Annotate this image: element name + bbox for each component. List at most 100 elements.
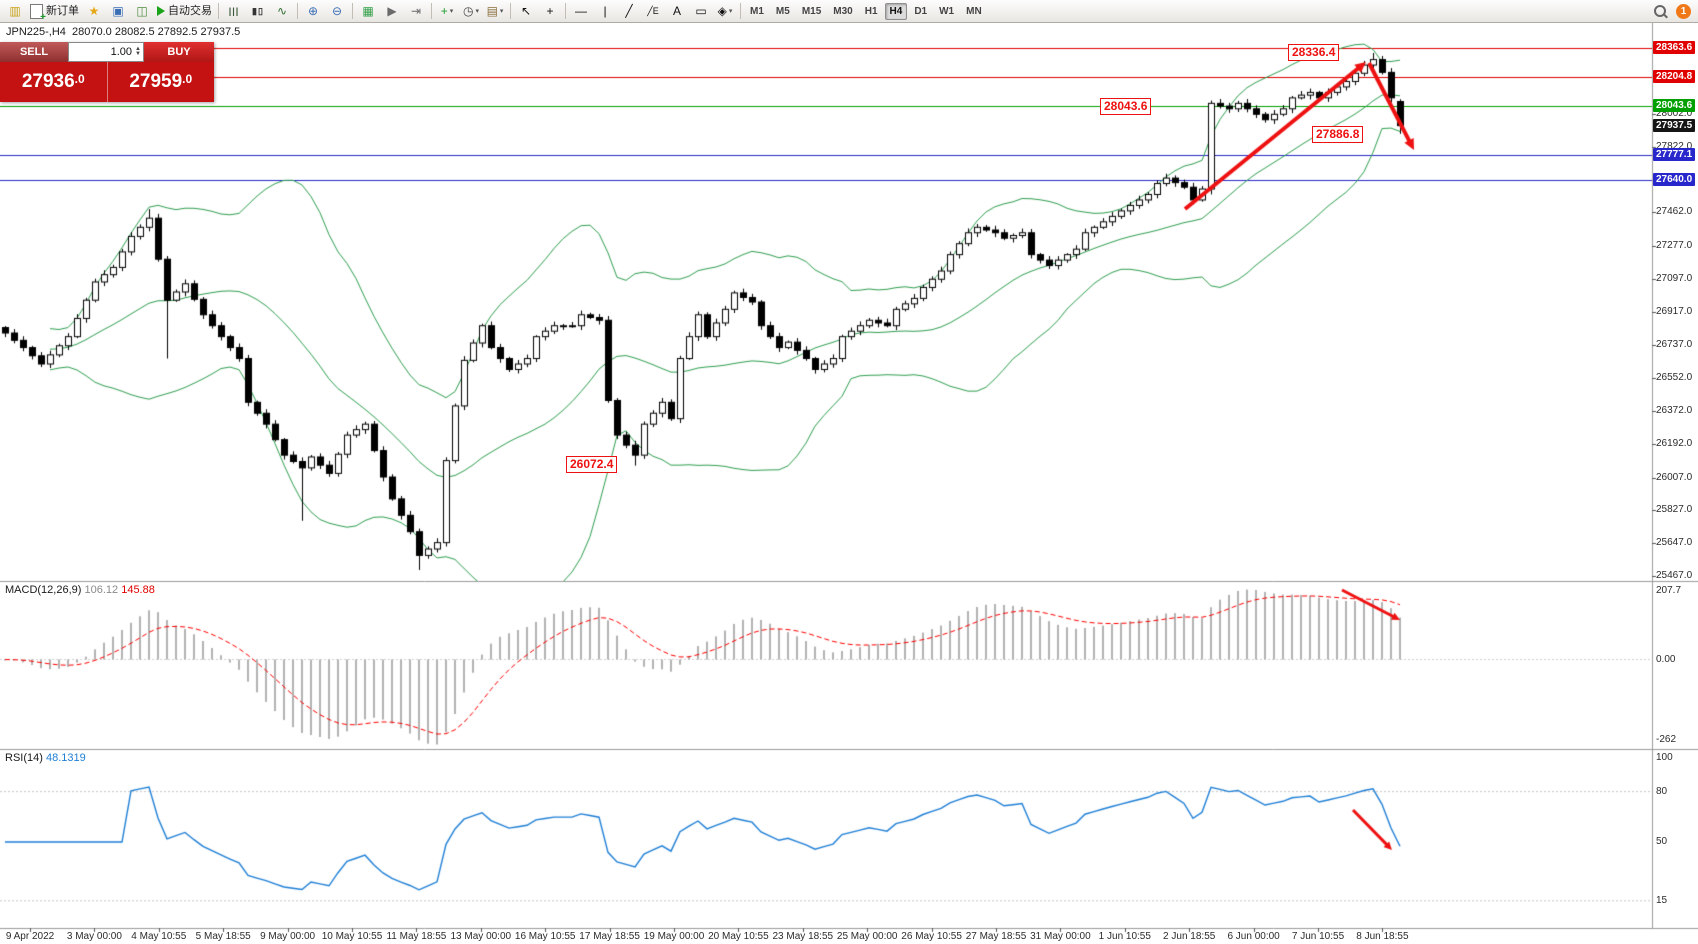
sell-price[interactable]: 27936 .0 <box>0 62 108 102</box>
auto-scroll-icon-glyph: ▶ <box>387 4 397 18</box>
crosshair-icon-glyph: + <box>546 4 554 18</box>
line-chart-icon-glyph: ∿ <box>276 4 288 18</box>
timeframe-button-h1[interactable]: H1 <box>864 5 878 17</box>
equidistant-channel-icon-glyph: ╱E <box>647 5 659 16</box>
market-watch-icon-glyph: ▣ <box>112 4 124 18</box>
dropdown-arrow-icon: ▾ <box>499 7 504 15</box>
main-toolbar: ▥新订单★▣◫自动交易|||▮▯∿⊕⊖▦▶⇥+▾◷▾▤▾↖+—|╱╱EA▭◈▾M… <box>0 0 1698 23</box>
toolbar-separator <box>352 3 353 19</box>
cursor-icon-glyph: ↖ <box>520 4 532 18</box>
buy-button[interactable]: BUY <box>144 42 214 62</box>
timeframe-button-m15[interactable]: M15 <box>801 5 822 17</box>
zoom-out-icon-glyph: ⊖ <box>331 4 343 18</box>
bar-chart-icon-glyph: ||| <box>228 5 240 16</box>
tile-windows-icon-glyph: ▦ <box>362 4 374 18</box>
indicators-icon-glyph: + <box>440 4 448 18</box>
timeframe-button-w1[interactable]: W1 <box>939 5 955 17</box>
horizontal-line-icon[interactable]: — <box>569 1 593 21</box>
search-icon[interactable] <box>1648 1 1672 21</box>
macd-name: MACD(12,26,9) <box>5 584 82 596</box>
periods-icon[interactable]: ◷ ▾ <box>459 1 483 21</box>
app-logo-icon-glyph: ▥ <box>9 4 21 18</box>
tile-windows-icon[interactable]: ▦ <box>356 1 380 21</box>
horizontal-line-icon-glyph: — <box>575 4 587 18</box>
new-order-button[interactable]: 新订单 <box>27 1 82 23</box>
toolbar-separator <box>740 3 741 19</box>
sell-button[interactable]: SELL <box>0 42 68 62</box>
toolbar-separator <box>510 3 511 19</box>
autotrade-button[interactable]: 自动交易 <box>154 1 215 21</box>
rsi-value: 48.1319 <box>45 752 86 764</box>
candlestick-chart-icon-glyph: ▮▯ <box>252 5 264 16</box>
rsi-indicator-label: RSI(14) 48.1319 <box>5 752 86 764</box>
toolbar-separator <box>431 3 432 19</box>
trendline-icon[interactable]: ╱ <box>617 1 641 21</box>
volume-value: 1.00 <box>110 46 133 58</box>
buy-price-decimal: .0 <box>182 71 193 86</box>
new-order-button-icon <box>30 3 46 23</box>
auto-scroll-icon[interactable]: ▶ <box>380 1 404 21</box>
indicators-icon[interactable]: + ▾ <box>435 1 459 21</box>
chart-shift-icon[interactable]: ⇥ <box>404 1 428 21</box>
timeframe-button-mn[interactable]: MN <box>966 5 982 17</box>
toolbar-separator <box>565 3 566 19</box>
zoom-in-icon-glyph: ⊕ <box>307 4 319 18</box>
shapes-icon[interactable]: ◈ ▾ <box>713 1 737 21</box>
dropdown-arrow-icon: ▾ <box>728 7 733 15</box>
volume-down-icon[interactable]: ▼ <box>135 51 141 57</box>
vertical-line-icon-glyph: | <box>603 4 607 18</box>
templates-icon[interactable]: ▤ ▾ <box>483 1 507 21</box>
volume-up-icon[interactable]: ▲ <box>135 46 141 52</box>
buy-price[interactable]: 27959 .0 <box>108 62 215 102</box>
notification-badge[interactable]: 1 <box>1676 3 1691 19</box>
zoom-in-icon[interactable]: ⊕ <box>301 1 325 21</box>
autotrade-button-icon <box>157 6 165 16</box>
line-chart-icon[interactable]: ∿ <box>270 1 294 21</box>
bar-chart-icon[interactable]: ||| <box>222 1 246 21</box>
buy-price-main: 27959 <box>129 71 183 92</box>
magnifier-glyph <box>1654 5 1666 17</box>
text-icon[interactable]: A <box>665 1 689 21</box>
one-click-trading-panel: SELL 1.00 ▲ ▼ BUY 27936 .0 27959 .0 <box>0 42 214 102</box>
timeframe-button-m1[interactable]: M1 <box>750 5 764 17</box>
app-logo-icon[interactable]: ▥ <box>3 1 27 21</box>
toolbar-separator <box>218 3 219 19</box>
templates-icon-glyph: ▤ <box>486 4 498 18</box>
timeframe-button-d1[interactable]: D1 <box>914 5 928 17</box>
macd-indicator-label: MACD(12,26,9) 106.12 145.88 <box>5 584 155 596</box>
text-label-icon[interactable]: ▭ <box>689 1 713 21</box>
sell-price-decimal: .0 <box>74 71 85 86</box>
symbol-ohlc-label: JPN225-,H4 28070.0 28082.5 27892.5 27937… <box>6 26 241 38</box>
rsi-name: RSI(14) <box>5 752 43 764</box>
timeframe-button-h4[interactable]: H4 <box>884 2 908 20</box>
equidistant-channel-icon[interactable]: ╱E <box>641 1 665 21</box>
timeframe-button-m5[interactable]: M5 <box>775 5 790 17</box>
favorites-icon-glyph: ★ <box>88 4 100 18</box>
shapes-icon-glyph: ◈ <box>717 4 727 18</box>
text-icon-glyph: A <box>672 4 681 18</box>
dropdown-arrow-icon: ▾ <box>449 7 454 15</box>
terminal-icon-glyph: ◫ <box>136 4 148 18</box>
crosshair-icon[interactable]: + <box>538 1 562 21</box>
sell-price-main: 27936 <box>21 71 75 92</box>
macd-signal-value: 145.88 <box>121 584 155 596</box>
candlestick-chart-icon[interactable]: ▮▯ <box>246 1 270 21</box>
macd-main-value: 106.12 <box>84 584 119 596</box>
volume-input[interactable]: 1.00 ▲ ▼ <box>68 42 144 62</box>
favorites-icon[interactable]: ★ <box>82 1 106 21</box>
zoom-out-icon[interactable]: ⊖ <box>325 1 349 21</box>
autotrade-button-label: 自动交易 <box>168 4 212 17</box>
new-order-button-label: 新订单 <box>46 4 79 17</box>
cursor-icon[interactable]: ↖ <box>514 1 538 21</box>
terminal-icon[interactable]: ◫ <box>130 1 154 21</box>
vertical-line-icon[interactable]: | <box>593 1 617 21</box>
market-watch-icon[interactable]: ▣ <box>106 1 130 21</box>
trendline-icon-glyph: ╱ <box>625 4 633 18</box>
text-label-icon-glyph: ▭ <box>695 4 707 18</box>
volume-stepper[interactable]: ▲ ▼ <box>135 46 141 57</box>
periods-icon-glyph: ◷ <box>463 4 474 18</box>
timeframe-button-m30[interactable]: M30 <box>833 5 853 17</box>
dropdown-arrow-icon: ▾ <box>475 7 479 15</box>
